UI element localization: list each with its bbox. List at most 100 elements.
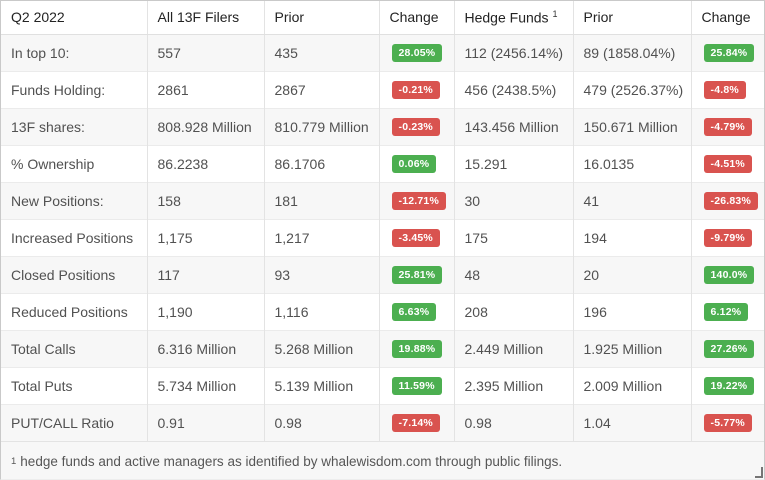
- change-badge: 25.84%: [703, 43, 755, 63]
- cell-hf_chg: -26.83%: [690, 181, 764, 219]
- cell-all_prior: 86.1706: [263, 144, 379, 182]
- cell-all_chg: -0.23%: [378, 107, 454, 145]
- change-badge: -4.79%: [703, 117, 752, 137]
- change-badge: 28.05%: [391, 43, 443, 63]
- change-badge: 140.0%: [703, 265, 755, 285]
- cell-all: 86.2238: [146, 144, 264, 182]
- cell-all_prior: 5.268 Million: [263, 329, 379, 367]
- cell-hf: 175: [453, 218, 573, 256]
- cell-hf_prior: 196: [572, 292, 691, 330]
- cell-hf: 2.449 Million: [453, 329, 573, 367]
- cell-all: 808.928 Million: [146, 107, 264, 145]
- cell-all_prior: 435: [263, 34, 379, 71]
- change-badge: -4.51%: [703, 154, 752, 174]
- cell-all_chg: -0.21%: [378, 70, 454, 108]
- cell-hf_chg: 19.22%: [690, 366, 764, 404]
- change-badge: -4.8%: [703, 80, 746, 100]
- cell-all_prior: 181: [263, 181, 379, 219]
- cell-hf_chg: -9.79%: [690, 218, 764, 256]
- row-label: 13F shares:: [1, 107, 147, 145]
- cell-all_prior: 93: [263, 255, 379, 293]
- col-header-all_chg: Change: [378, 1, 454, 35]
- table-row: 13F shares: 808.928 Million 810.779 Millio…: [1, 107, 764, 145]
- change-badge: 25.81%: [391, 265, 443, 285]
- footnote: 1 hedge funds and active managers as ide…: [1, 441, 764, 479]
- table-row: Total Puts 5.734 Million 5.139 Million 11.5…: [1, 366, 764, 404]
- cell-all_chg: 0.06%: [378, 144, 454, 182]
- cell-hf: 15.291: [453, 144, 573, 182]
- table-body: In top 10: 557 435 28.05% 112 (2456.14%) 89 (…: [1, 34, 764, 441]
- cell-hf_prior: 2.009 Million: [572, 366, 691, 404]
- cell-hf_chg: -5.77%: [690, 403, 764, 441]
- change-badge: 19.22%: [703, 376, 755, 396]
- row-label: % Ownership: [1, 144, 147, 182]
- cell-hf_chg: 6.12%: [690, 292, 764, 330]
- col-header-hf_chg: Change: [690, 1, 764, 35]
- col-header-all: All 13F Filers: [146, 1, 264, 35]
- cell-hf: 208: [453, 292, 573, 330]
- row-label: Total Puts: [1, 366, 147, 404]
- cell-all: 117: [146, 255, 264, 293]
- cell-hf: 456 (2438.5%): [453, 70, 573, 108]
- change-badge: -0.21%: [391, 80, 440, 100]
- change-badge: -12.71%: [391, 191, 447, 211]
- 13f-summary-table: Q2 2022 All 13F Filers Prior Change Hedge Fu…: [1, 1, 764, 441]
- cell-all_chg: -12.71%: [378, 181, 454, 219]
- change-badge: -5.77%: [703, 414, 752, 433]
- change-badge: 11.59%: [391, 376, 442, 396]
- table-row: % Ownership 86.2238 86.1706 0.06% 15.291 16.0…: [1, 144, 764, 182]
- cell-hf_prior: 1.925 Million: [572, 329, 691, 367]
- cell-hf_chg: 140.0%: [690, 255, 764, 293]
- table-row: PUT/CALL Ratio 0.91 0.98 -7.14% 0.98 1.04 -5.7…: [1, 403, 764, 441]
- row-label: Closed Positions: [1, 255, 147, 293]
- cell-hf: 2.395 Million: [453, 366, 573, 404]
- cell-hf_chg: 25.84%: [690, 34, 764, 71]
- cell-hf_prior: 194: [572, 218, 691, 256]
- row-label: Funds Holding:: [1, 70, 147, 108]
- cell-all: 1,175: [146, 218, 264, 256]
- cell-hf_chg: -4.8%: [690, 70, 764, 108]
- cell-all_chg: 28.05%: [378, 34, 454, 71]
- table-row: Closed Positions 117 93 25.81% 48 20 140.0%: [1, 255, 764, 293]
- cell-hf_prior: 20: [572, 255, 691, 293]
- change-badge: 19.88%: [391, 339, 443, 359]
- cell-all_prior: 2867: [263, 70, 379, 108]
- change-badge: 6.12%: [703, 302, 749, 322]
- cell-all: 1,190: [146, 292, 264, 330]
- change-badge: -7.14%: [391, 414, 440, 433]
- resize-handle-icon[interactable]: [755, 467, 763, 478]
- table-header: Q2 2022 All 13F Filers Prior Change Hedge Fu…: [1, 1, 764, 35]
- table-row: Increased Positions 1,175 1,217 -3.45% 175 19…: [1, 218, 764, 256]
- cell-all: 557: [146, 34, 264, 71]
- row-label: Total Calls: [1, 329, 147, 367]
- row-label: Reduced Positions: [1, 292, 147, 330]
- cell-hf_prior: 1.04: [572, 403, 691, 441]
- cell-all: 6.316 Million: [146, 329, 264, 367]
- table-row: In top 10: 557 435 28.05% 112 (2456.14%) 89 (…: [1, 34, 764, 71]
- change-badge: -9.79%: [703, 228, 752, 248]
- cell-hf: 48: [453, 255, 573, 293]
- col-header-hf_prior: Prior: [572, 1, 691, 35]
- cell-hf: 0.98: [453, 403, 573, 441]
- cell-all_chg: -7.14%: [378, 403, 454, 441]
- table-row: Reduced Positions 1,190 1,116 6.63% 208 196 6.…: [1, 292, 764, 330]
- cell-all_prior: 0.98: [263, 403, 379, 441]
- cell-hf_chg: 27.26%: [690, 329, 764, 367]
- change-badge: -26.83%: [703, 191, 759, 211]
- cell-hf: 112 (2456.14%): [453, 34, 573, 71]
- cell-hf_chg: -4.79%: [690, 107, 764, 145]
- cell-hf_prior: 16.0135: [572, 144, 691, 182]
- change-badge: -0.23%: [391, 117, 440, 137]
- cell-all_prior: 810.779 Million: [263, 107, 379, 145]
- cell-hf_chg: -4.51%: [690, 144, 764, 182]
- cell-hf_prior: 479 (2526.37%): [572, 70, 691, 108]
- cell-all_prior: 1,217: [263, 218, 379, 256]
- footnote-marker: 1: [11, 456, 17, 467]
- cell-hf_prior: 41: [572, 181, 691, 219]
- col-header-all_prior: Prior: [263, 1, 379, 35]
- footnote-text: hedge funds and active managers as ident…: [20, 454, 563, 469]
- cell-all_chg: 25.81%: [378, 255, 454, 293]
- cell-all_chg: 11.59%: [378, 366, 454, 404]
- header-footnote-marker: 1: [552, 8, 558, 19]
